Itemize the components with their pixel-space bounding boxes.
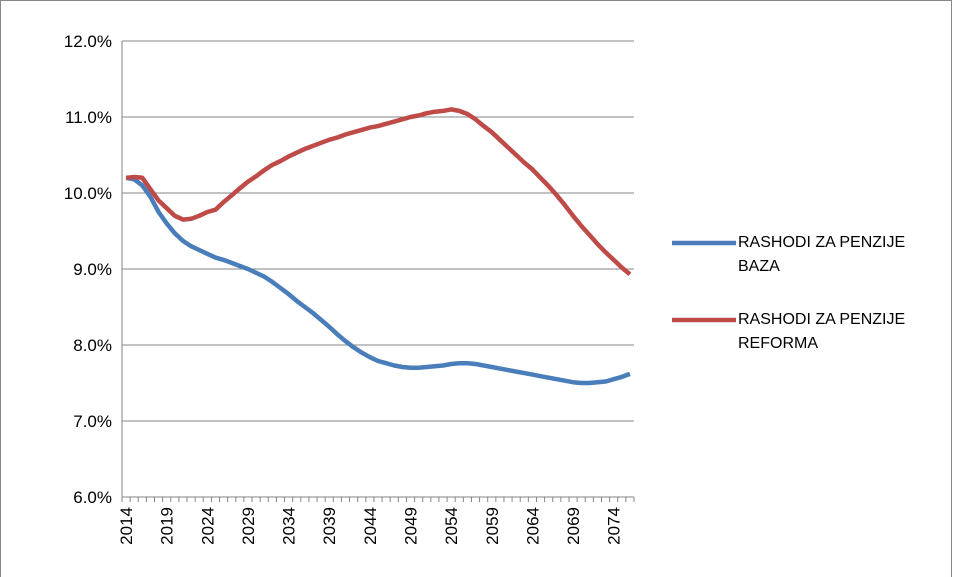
legend-label: RASHODI ZA PENZIJE BAZA <box>738 234 906 275</box>
x-tick-label: 2034 <box>280 507 299 545</box>
series-line <box>125 107 632 277</box>
x-tick-label: 2029 <box>239 507 258 545</box>
y-tick-label: 7.0% <box>73 412 112 431</box>
x-tick-label: 2074 <box>605 507 624 545</box>
x-tick-label: 2044 <box>361 507 380 545</box>
x-tick-label: 2069 <box>564 507 583 545</box>
x-tick-label: 2024 <box>198 507 217 545</box>
x-tick-label: 2064 <box>523 507 542 545</box>
series-line <box>125 175 631 386</box>
x-tick-label: 2059 <box>483 507 502 545</box>
x-tick-label: 2039 <box>320 507 339 545</box>
x-tick-label: 2014 <box>117 507 136 545</box>
y-tick-label: 11.0% <box>65 108 112 127</box>
legend-label: RASHODI ZA PENZIJE REFORMA <box>738 311 906 352</box>
y-tick-label: 12.0% <box>64 32 112 51</box>
y-tick-label: 6.0% <box>73 488 112 507</box>
x-tick-label: 2019 <box>158 507 177 545</box>
x-tick-label: 2054 <box>442 507 461 545</box>
y-tick-label: 9.0% <box>73 260 112 279</box>
y-tick-label: 10.0% <box>64 184 112 203</box>
y-tick-label: 8.0% <box>73 336 112 355</box>
x-tick-label: 2049 <box>402 507 421 545</box>
